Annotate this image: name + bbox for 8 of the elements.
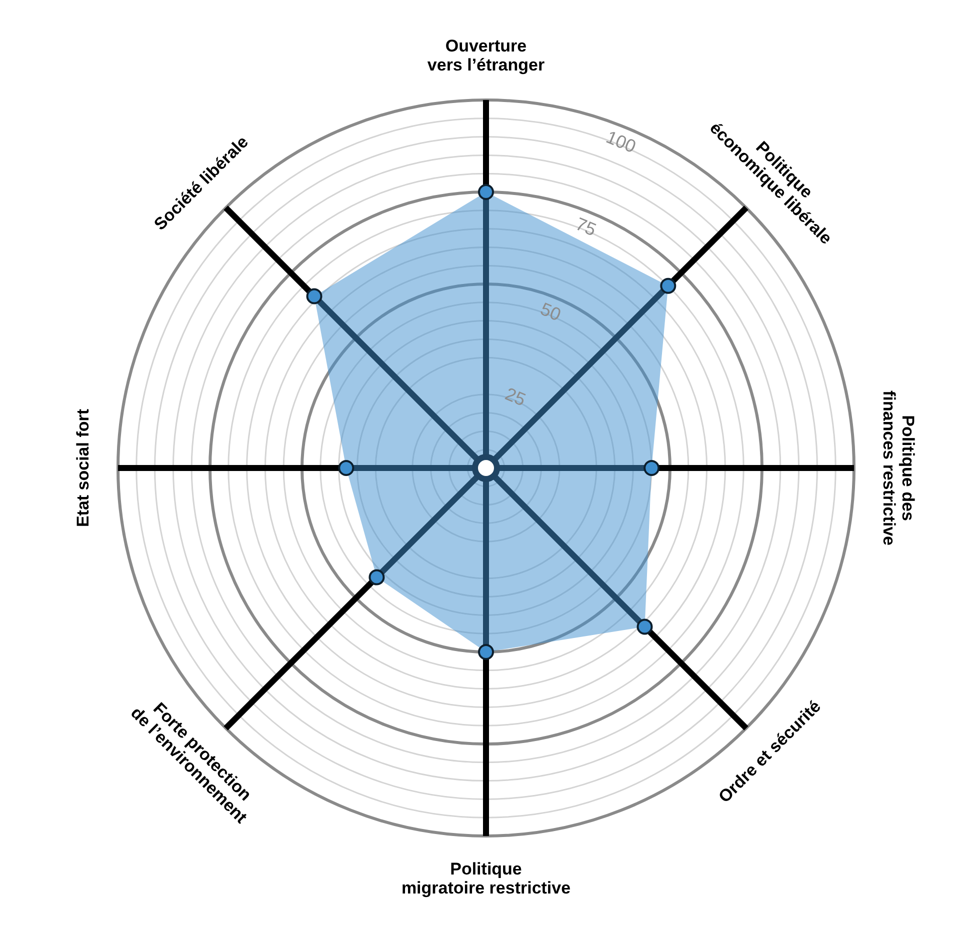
spoke-label: Politique des finances restrictive	[879, 390, 918, 546]
y-tick-label: 25	[502, 384, 529, 410]
spoke-label: Etat social fort	[74, 408, 93, 528]
spoke-label: Ouverture vers l’étranger	[427, 36, 545, 75]
y-tick-label: 100	[603, 126, 639, 157]
spoke-label: Politique migratoire restrictive	[401, 860, 571, 898]
y-tick-label: 75	[572, 214, 599, 240]
y-tick-label: 50	[538, 298, 564, 325]
